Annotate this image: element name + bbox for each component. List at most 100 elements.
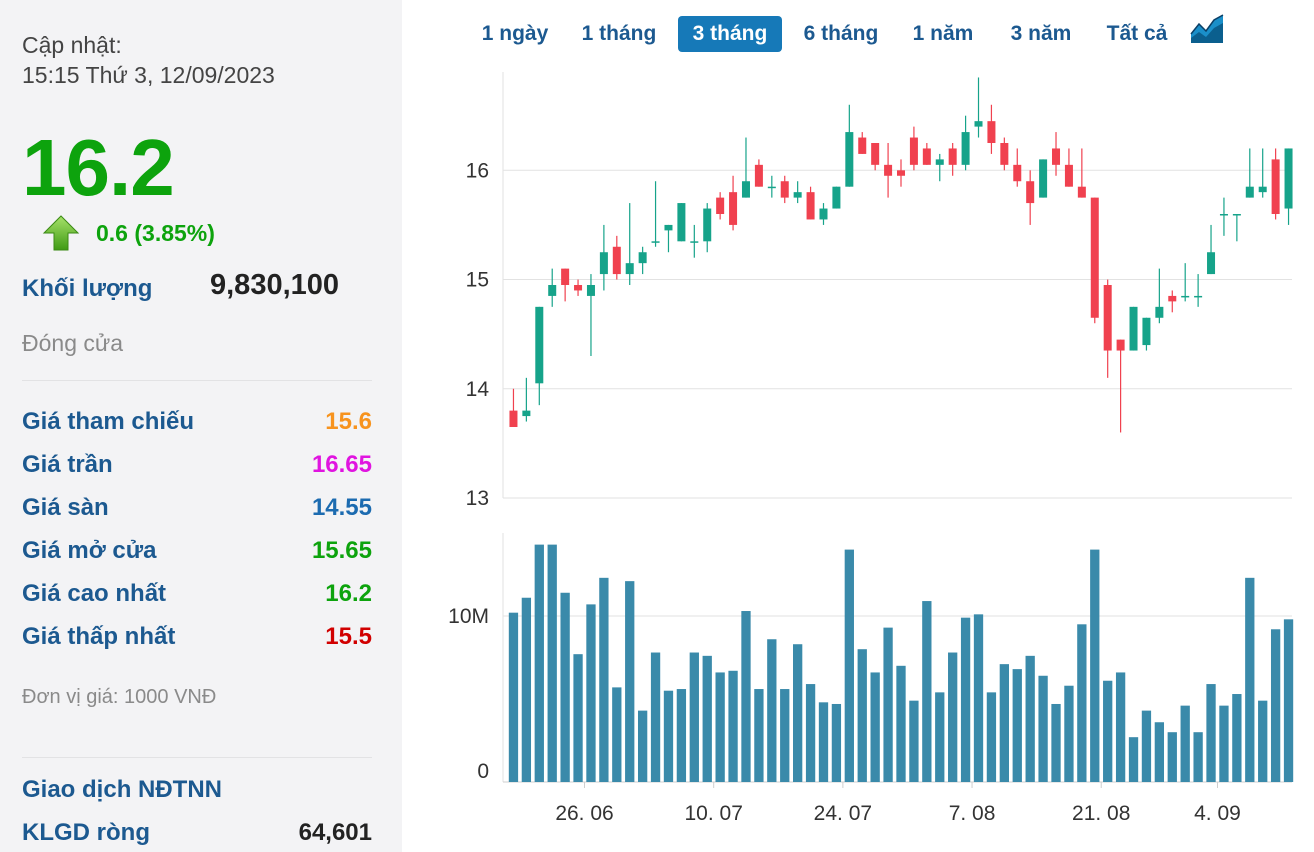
- tab-3-months[interactable]: 3 tháng: [678, 16, 782, 52]
- candle: [1039, 159, 1048, 198]
- volume-bar: [715, 672, 725, 782]
- volume-series[interactable]: [508, 544, 1294, 782]
- price-tick-label: 16: [466, 159, 489, 182]
- volume-bar: [637, 710, 648, 782]
- tab-6-months[interactable]: 6 tháng: [803, 22, 879, 45]
- tab-all[interactable]: Tất cả: [1106, 22, 1168, 45]
- candle: [690, 224, 699, 258]
- low-price-value: 15.5: [325, 623, 372, 650]
- candle-body: [1090, 197, 1099, 318]
- candle: [1000, 137, 1009, 171]
- candle: [677, 203, 686, 242]
- volume-bar: [1270, 629, 1281, 782]
- candle: [1116, 339, 1125, 433]
- candle-body: [806, 192, 815, 220]
- candle-body: [664, 224, 673, 231]
- volume-bar: [948, 652, 958, 782]
- candle-body: [548, 285, 557, 296]
- candle-body: [1064, 164, 1073, 187]
- volume-bar: [663, 690, 674, 782]
- floor-price-label: Giá sàn: [22, 494, 109, 521]
- candle: [729, 175, 738, 231]
- volume-bar: [780, 689, 790, 782]
- candle: [922, 143, 931, 165]
- candlestick-series[interactable]: [509, 77, 1293, 433]
- candle-body: [599, 252, 608, 275]
- candle-body: [1219, 214, 1228, 216]
- candle-body: [948, 148, 957, 165]
- volume-bar: [689, 652, 699, 782]
- candle-body: [961, 132, 970, 165]
- candle-body: [1013, 164, 1022, 182]
- price-tick-label: 14: [466, 378, 490, 401]
- floor-price-value: 14.55: [311, 494, 372, 521]
- candle-body: [1026, 181, 1035, 204]
- candle-body: [574, 285, 583, 291]
- volume-bar: [986, 692, 997, 782]
- price-gridlines: [502, 72, 1292, 499]
- candle: [1077, 148, 1086, 198]
- candle-body: [845, 132, 854, 187]
- volume-bar: [1245, 577, 1255, 782]
- date-tick-label: 21. 08: [1072, 802, 1130, 825]
- candle-body: [612, 246, 621, 275]
- candle-body: [1039, 159, 1048, 198]
- volume-tick-label: 0: [477, 760, 489, 783]
- volume-bar: [586, 604, 596, 782]
- candle: [780, 175, 789, 204]
- candle: [651, 181, 660, 247]
- candle: [1090, 197, 1099, 324]
- volume-bar: [547, 544, 557, 782]
- high-price-label: Giá cao nhất: [22, 580, 167, 607]
- candle: [586, 274, 595, 356]
- candle-body: [767, 186, 776, 189]
- volume-bar: [741, 611, 751, 782]
- date-tick-label: 24. 07: [814, 802, 872, 825]
- volume-bar: [844, 549, 854, 782]
- candle-body: [1271, 159, 1280, 214]
- volume-bar: [599, 577, 609, 782]
- volume-bar: [573, 654, 583, 782]
- volume-bar: [1090, 549, 1100, 782]
- candle: [1142, 317, 1151, 351]
- volume-bar: [1141, 710, 1152, 782]
- ceiling-price-label: Giá trần: [22, 451, 113, 478]
- date-tick-label: 10. 07: [684, 802, 742, 825]
- volume-bar: [1219, 705, 1229, 782]
- candle-body: [896, 170, 906, 176]
- net-volume-value: 64,601: [298, 819, 372, 846]
- candle: [1284, 148, 1293, 225]
- candle-body: [793, 192, 802, 198]
- candle-body: [509, 410, 518, 427]
- market-status: Đóng cửa: [22, 330, 124, 356]
- candle-body: [522, 410, 531, 417]
- candle-body: [1142, 317, 1151, 346]
- volume-bar: [1115, 672, 1126, 782]
- candle: [832, 186, 841, 209]
- candle: [793, 181, 802, 204]
- volume-bar: [754, 689, 764, 782]
- volume-bar: [1012, 669, 1022, 782]
- tab-1-day[interactable]: 1 ngày: [481, 22, 549, 45]
- volume-bar: [1103, 680, 1113, 782]
- candle-body: [677, 203, 686, 242]
- candle-body: [922, 148, 931, 165]
- candle: [535, 306, 544, 406]
- candle-body: [1129, 306, 1138, 351]
- candle: [599, 224, 608, 291]
- candle-body: [638, 252, 647, 264]
- price-axis: 13 14 15 16: [466, 159, 490, 510]
- volume-bar: [818, 702, 829, 782]
- open-price-value: 15.65: [311, 537, 372, 564]
- candle: [858, 132, 867, 154]
- candle: [974, 77, 983, 138]
- tab-1-year[interactable]: 1 năm: [912, 22, 974, 45]
- candle-body: [780, 181, 789, 198]
- tab-1-month[interactable]: 1 tháng: [581, 22, 657, 45]
- volume-bar: [702, 655, 712, 782]
- candle-body: [1052, 148, 1061, 165]
- area-chart-icon[interactable]: [1190, 14, 1224, 44]
- quote-sidebar: Cập nhật: 15:15 Thứ 3, 12/09/2023 16.2 0…: [0, 0, 402, 852]
- tab-3-years[interactable]: 3 năm: [1010, 22, 1072, 45]
